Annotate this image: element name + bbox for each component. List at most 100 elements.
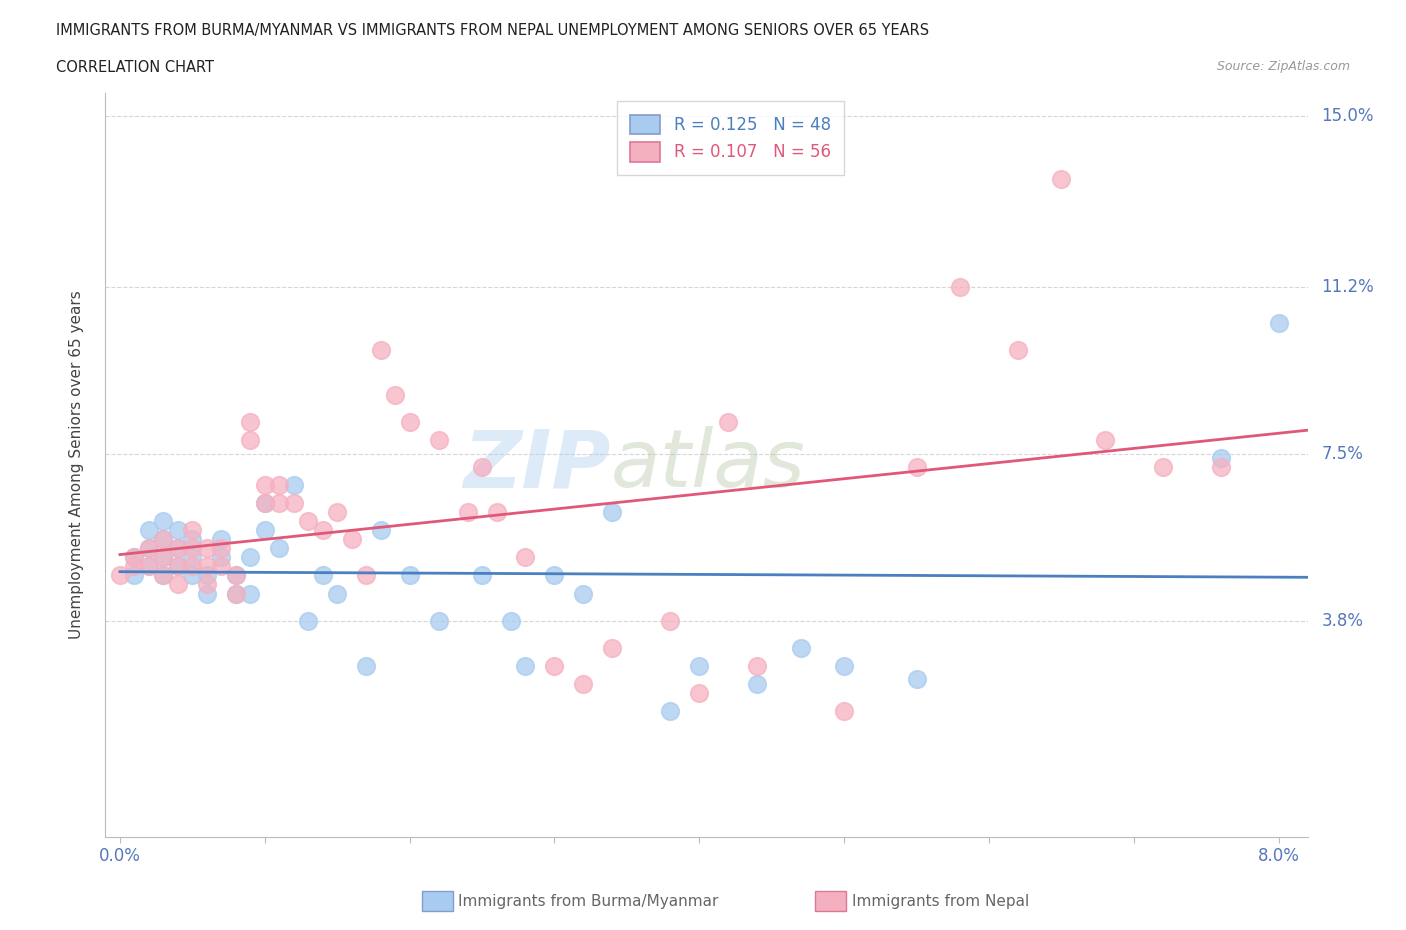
- Point: [832, 658, 855, 673]
- Point: [283, 496, 305, 511]
- Legend: R = 0.125   N = 48, R = 0.107   N = 56: R = 0.125 N = 48, R = 0.107 N = 56: [617, 101, 844, 175]
- Point: [195, 559, 218, 574]
- Point: [152, 514, 174, 529]
- Point: [543, 568, 565, 583]
- Text: 3.8%: 3.8%: [1322, 612, 1364, 630]
- Point: [457, 505, 479, 520]
- Point: [471, 568, 494, 583]
- Point: [297, 613, 319, 628]
- Point: [688, 685, 710, 700]
- Point: [905, 459, 928, 474]
- Point: [659, 703, 682, 718]
- Point: [225, 568, 247, 583]
- Point: [138, 541, 160, 556]
- Point: [181, 559, 204, 574]
- Point: [832, 703, 855, 718]
- Point: [181, 568, 204, 583]
- Point: [239, 432, 262, 447]
- Point: [167, 541, 190, 556]
- Point: [167, 523, 190, 538]
- Point: [152, 550, 174, 565]
- Point: [124, 559, 146, 574]
- Point: [471, 459, 494, 474]
- Point: [124, 550, 146, 565]
- Point: [195, 568, 218, 583]
- Point: [152, 568, 174, 583]
- Point: [108, 568, 131, 583]
- Point: [239, 586, 262, 601]
- Point: [138, 559, 160, 574]
- Point: [659, 613, 682, 628]
- Point: [1267, 315, 1289, 330]
- Text: atlas: atlas: [610, 426, 806, 504]
- Point: [209, 559, 232, 574]
- Point: [326, 586, 349, 601]
- Point: [747, 658, 769, 673]
- Point: [515, 658, 537, 673]
- Point: [326, 505, 349, 520]
- Point: [253, 496, 276, 511]
- Point: [167, 559, 190, 574]
- Point: [269, 478, 291, 493]
- Point: [370, 342, 392, 357]
- Point: [152, 568, 174, 583]
- Point: [602, 640, 624, 655]
- Point: [269, 541, 291, 556]
- Point: [398, 568, 420, 583]
- Point: [485, 505, 508, 520]
- Point: [152, 550, 174, 565]
- Point: [181, 523, 204, 538]
- Point: [747, 676, 769, 691]
- Point: [138, 559, 160, 574]
- Point: [1050, 171, 1073, 186]
- Point: [124, 568, 146, 583]
- Point: [1007, 342, 1029, 357]
- Point: [1209, 451, 1232, 466]
- Text: ZIP: ZIP: [463, 426, 610, 504]
- Point: [209, 532, 232, 547]
- Point: [283, 478, 305, 493]
- Point: [225, 568, 247, 583]
- Point: [427, 432, 450, 447]
- Point: [239, 550, 262, 565]
- Point: [269, 496, 291, 511]
- Point: [312, 523, 335, 538]
- Point: [1209, 459, 1232, 474]
- Point: [354, 568, 377, 583]
- Point: [340, 532, 363, 547]
- Point: [515, 550, 537, 565]
- Point: [1094, 432, 1116, 447]
- Point: [181, 541, 204, 556]
- Point: [297, 514, 319, 529]
- Point: [181, 550, 204, 565]
- Point: [195, 541, 218, 556]
- Text: Source: ZipAtlas.com: Source: ZipAtlas.com: [1216, 60, 1350, 73]
- Point: [138, 523, 160, 538]
- Point: [1152, 459, 1174, 474]
- Point: [253, 496, 276, 511]
- Point: [717, 415, 740, 430]
- Point: [152, 532, 174, 547]
- Point: [124, 550, 146, 565]
- Point: [167, 577, 190, 591]
- Y-axis label: Unemployment Among Seniors over 65 years: Unemployment Among Seniors over 65 years: [69, 291, 84, 640]
- Point: [543, 658, 565, 673]
- Point: [225, 586, 247, 601]
- Point: [167, 559, 190, 574]
- Point: [239, 415, 262, 430]
- Point: [181, 532, 204, 547]
- Text: 7.5%: 7.5%: [1322, 445, 1364, 463]
- Text: CORRELATION CHART: CORRELATION CHART: [56, 60, 214, 75]
- Point: [195, 586, 218, 601]
- Point: [253, 478, 276, 493]
- Point: [949, 279, 972, 294]
- Point: [789, 640, 811, 655]
- Point: [398, 415, 420, 430]
- Point: [138, 541, 160, 556]
- Point: [572, 676, 595, 691]
- Point: [384, 388, 406, 403]
- Point: [225, 586, 247, 601]
- Point: [209, 550, 232, 565]
- Text: 11.2%: 11.2%: [1322, 278, 1374, 296]
- Text: Immigrants from Nepal: Immigrants from Nepal: [852, 894, 1029, 909]
